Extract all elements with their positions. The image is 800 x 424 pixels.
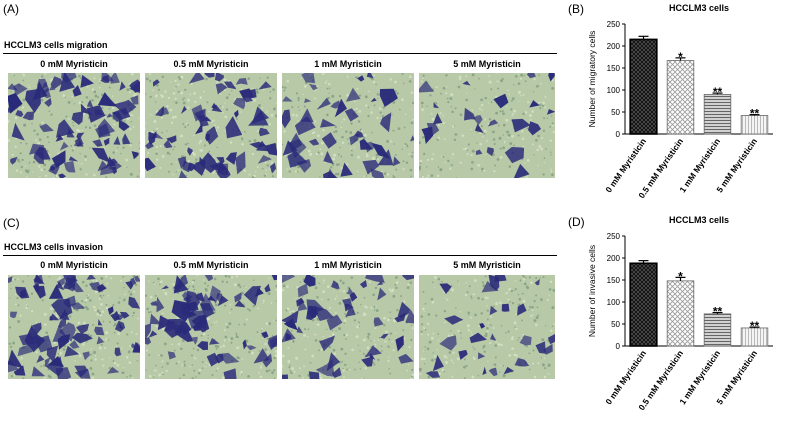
mig-bar-1 xyxy=(666,60,695,135)
panel-label-d: (D) xyxy=(568,215,585,229)
panel-label-c: (C) xyxy=(3,216,20,230)
micrograph-invasion-3 xyxy=(419,275,555,379)
mig-bar-2 xyxy=(703,94,732,135)
inv-sig-1: * xyxy=(678,269,683,283)
micrograph-invasion-0 xyxy=(8,275,140,379)
mig-ytick-label-3: 150 xyxy=(607,64,621,73)
invasion-label-2: 1 mM Myristicin xyxy=(314,260,382,270)
inv-ytick-label-3: 150 xyxy=(607,276,621,285)
mig-ytick-label-4: 200 xyxy=(607,42,621,51)
mig-xtick-label-3: 5 mM Myristicin xyxy=(714,136,759,194)
chart-invasion: HCCLM3 cells 0 50 100 150 200 250 Number of inv… xyxy=(570,214,795,419)
inv-bar-2 xyxy=(703,313,732,347)
mig-sig-3: ** xyxy=(750,107,760,121)
invasion-label-1: 0.5 mM Myristicin xyxy=(173,260,249,270)
micrograph-texture xyxy=(282,275,414,379)
mig-sig-1: * xyxy=(678,50,683,64)
mig-sig-2: ** xyxy=(713,85,723,99)
migration-title: HCCLM3 cells migration xyxy=(4,40,108,50)
micrograph-migration-2 xyxy=(282,73,414,178)
inv-xtick-label-3: 5 mM Myristicin xyxy=(714,348,759,406)
micrograph-invasion-2 xyxy=(282,275,414,379)
inv-ytick-label-4: 200 xyxy=(607,254,621,263)
panel-label-b: (B) xyxy=(568,2,584,16)
mig-bar-0 xyxy=(629,38,658,135)
inv-bar-0 xyxy=(629,262,658,347)
inv-bar-1 xyxy=(666,280,695,347)
micrograph-texture xyxy=(8,275,140,379)
invasion-label-3: 5 mM Myristicin xyxy=(453,260,521,270)
migration-label-3: 5 mM Myristicin xyxy=(453,59,521,69)
invasion-label-0: 0 mM Myristicin xyxy=(40,260,108,270)
migration-divider xyxy=(3,53,557,54)
micrograph-texture xyxy=(8,73,140,178)
chart-migration: HCCLM3 cells 0 50 100 150 200 250 Number of mig… xyxy=(570,2,795,202)
mig-ytick-label-1: 50 xyxy=(611,108,620,117)
inv-chart-title: HCCLM3 cells xyxy=(669,215,729,225)
inv-ytick-label-1: 50 xyxy=(611,320,620,329)
micrograph-texture xyxy=(419,275,555,379)
inv-ytick-label-0: 0 xyxy=(616,342,621,351)
mig-chart-title: HCCLM3 cells xyxy=(669,3,729,13)
micrograph-migration-0 xyxy=(8,73,140,178)
migration-label-2: 1 mM Myristicin xyxy=(314,59,382,69)
micrograph-invasion-1 xyxy=(145,275,277,379)
inv-sig-3: ** xyxy=(750,319,760,333)
chart-invasion-svg: HCCLM3 cells 0 50 100 150 200 250 Number of inv… xyxy=(587,215,773,412)
micrograph-texture xyxy=(145,73,277,178)
migration-label-0: 0 mM Myristicin xyxy=(40,59,108,69)
inv-ytick-label-5: 250 xyxy=(607,232,621,241)
invasion-divider xyxy=(3,255,557,256)
micrograph-migration-3 xyxy=(419,73,555,178)
panel-label-a: (A) xyxy=(3,2,19,16)
inv-sig-2: ** xyxy=(713,305,723,319)
mig-ylabel: Number of migratory cells xyxy=(587,31,597,128)
invasion-title: HCCLM3 cells invasion xyxy=(4,242,104,252)
inv-ylabel: Number of invasive cells xyxy=(587,245,597,337)
mig-ytick-label-2: 100 xyxy=(607,86,621,95)
inv-ytick-label-2: 100 xyxy=(607,298,621,307)
mig-ytick-label-5: 250 xyxy=(607,20,621,29)
mig-ytick-label-0: 0 xyxy=(616,130,621,139)
micrograph-migration-1 xyxy=(145,73,277,178)
micrograph-texture xyxy=(282,73,414,178)
chart-migration-svg: HCCLM3 cells 0 50 100 150 200 250 Number of mig… xyxy=(587,3,773,200)
micrograph-texture xyxy=(145,275,277,379)
micrograph-texture xyxy=(419,73,555,178)
migration-label-1: 0.5 mM Myristicin xyxy=(173,59,249,69)
